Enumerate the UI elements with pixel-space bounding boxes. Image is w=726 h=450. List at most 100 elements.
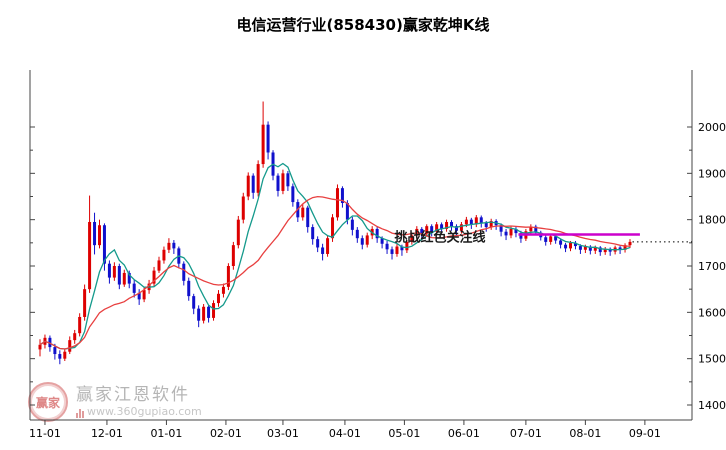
candle-body (618, 247, 622, 250)
candle-body (132, 283, 136, 293)
candle-body (395, 246, 399, 254)
candle-body (316, 239, 320, 248)
candle-body (73, 333, 77, 341)
y-tick-label: 1800 (698, 214, 726, 227)
candle-body (603, 248, 607, 253)
candle-body (469, 219, 473, 225)
candle-body (360, 238, 364, 245)
watermark-text-block: 赢家江恩软件 www.360gupiao.com (76, 384, 202, 419)
candle-body (306, 207, 310, 228)
candle-body (112, 266, 116, 278)
candle-body (202, 306, 206, 321)
candle-body (326, 238, 330, 254)
chart-title: 电信运营行业(858430)赢家乾坤K线 (236, 16, 490, 34)
candle-body (450, 221, 454, 227)
candle-body (256, 164, 260, 193)
candle-body (385, 243, 389, 250)
candle-body (390, 249, 394, 254)
candle-body (445, 221, 449, 229)
candle-body (355, 229, 359, 239)
candle-body (63, 351, 67, 359)
ma-line-slow (39, 195, 631, 350)
candle-body (573, 242, 577, 247)
candle-body (593, 247, 597, 251)
watermark-url: www.360gupiao.com (87, 405, 202, 419)
x-tick-label: 05-01 (388, 427, 420, 440)
winner-logo-icon: 赢家 (28, 382, 68, 422)
candle-body (231, 245, 235, 266)
candle-body (102, 225, 106, 264)
candle-body (583, 246, 587, 250)
x-tick-label: 12-01 (91, 427, 123, 440)
candle-body (479, 217, 483, 223)
candle-body (499, 225, 503, 232)
candle-body (454, 226, 458, 231)
candle-body (137, 292, 141, 300)
candle-body (226, 266, 230, 287)
candle-body (221, 286, 225, 294)
candle-body (405, 241, 409, 251)
candle-body (400, 246, 404, 251)
x-tick-label: 09-01 (629, 427, 661, 440)
candle-body (246, 175, 250, 197)
candle-body (162, 249, 166, 261)
candle-body (266, 124, 270, 153)
candle-body (420, 228, 424, 234)
candle-body (534, 226, 538, 233)
x-tick-label: 11-01 (29, 427, 61, 440)
candle-body (514, 228, 518, 234)
candle-body (58, 354, 62, 359)
candle-body (182, 263, 186, 281)
candle-body (578, 246, 582, 250)
candle-body (212, 303, 216, 318)
candle-body (489, 221, 493, 228)
x-tick-label: 07-01 (510, 427, 542, 440)
candle-body (588, 246, 592, 251)
watermark-name: 赢家江恩软件 (76, 384, 190, 405)
candle-body (122, 272, 126, 285)
candle-body (474, 217, 478, 225)
candle-body (38, 344, 42, 350)
candle-body (554, 236, 558, 241)
candle-body (335, 188, 339, 218)
candle-body (93, 221, 97, 246)
y-tick-label: 2000 (698, 121, 726, 134)
candle-body (559, 240, 563, 245)
y-tick-label: 1400 (698, 399, 726, 412)
candle-body (216, 293, 220, 304)
candle-body (350, 219, 354, 230)
candle-body (311, 227, 315, 240)
x-tick-label: 02-01 (210, 427, 242, 440)
bars-icon (76, 409, 84, 419)
candle-body (251, 175, 255, 193)
annotation-text: 挑战红色关注线 (394, 230, 486, 246)
candle-body (509, 228, 513, 236)
candle-body (241, 196, 245, 220)
candle-body (48, 337, 52, 348)
candle-body (598, 247, 602, 253)
candle-body (83, 289, 87, 317)
candle-body (430, 226, 434, 232)
candle-body (172, 242, 176, 249)
candle-body (291, 186, 295, 203)
candle-body (142, 290, 146, 300)
candle-body (68, 340, 72, 352)
x-tick-label: 06-01 (448, 427, 480, 440)
candle-body (197, 308, 201, 321)
ma-line-fast (39, 162, 631, 350)
x-tick-label: 01-01 (150, 427, 182, 440)
candle-body (459, 224, 463, 231)
candle-body (97, 225, 101, 246)
candle-body (440, 224, 444, 229)
candle-body (53, 347, 57, 355)
candle-body (435, 224, 439, 232)
candle-body (345, 202, 349, 220)
watermark: 赢家 赢家江恩软件 www.360gupiao.com (28, 382, 202, 422)
candle-body (410, 235, 414, 242)
candle-body (321, 247, 325, 254)
candle-body (236, 219, 240, 246)
candle-body (88, 221, 92, 290)
candle-body (167, 242, 171, 250)
x-tick-label: 08-01 (569, 427, 601, 440)
